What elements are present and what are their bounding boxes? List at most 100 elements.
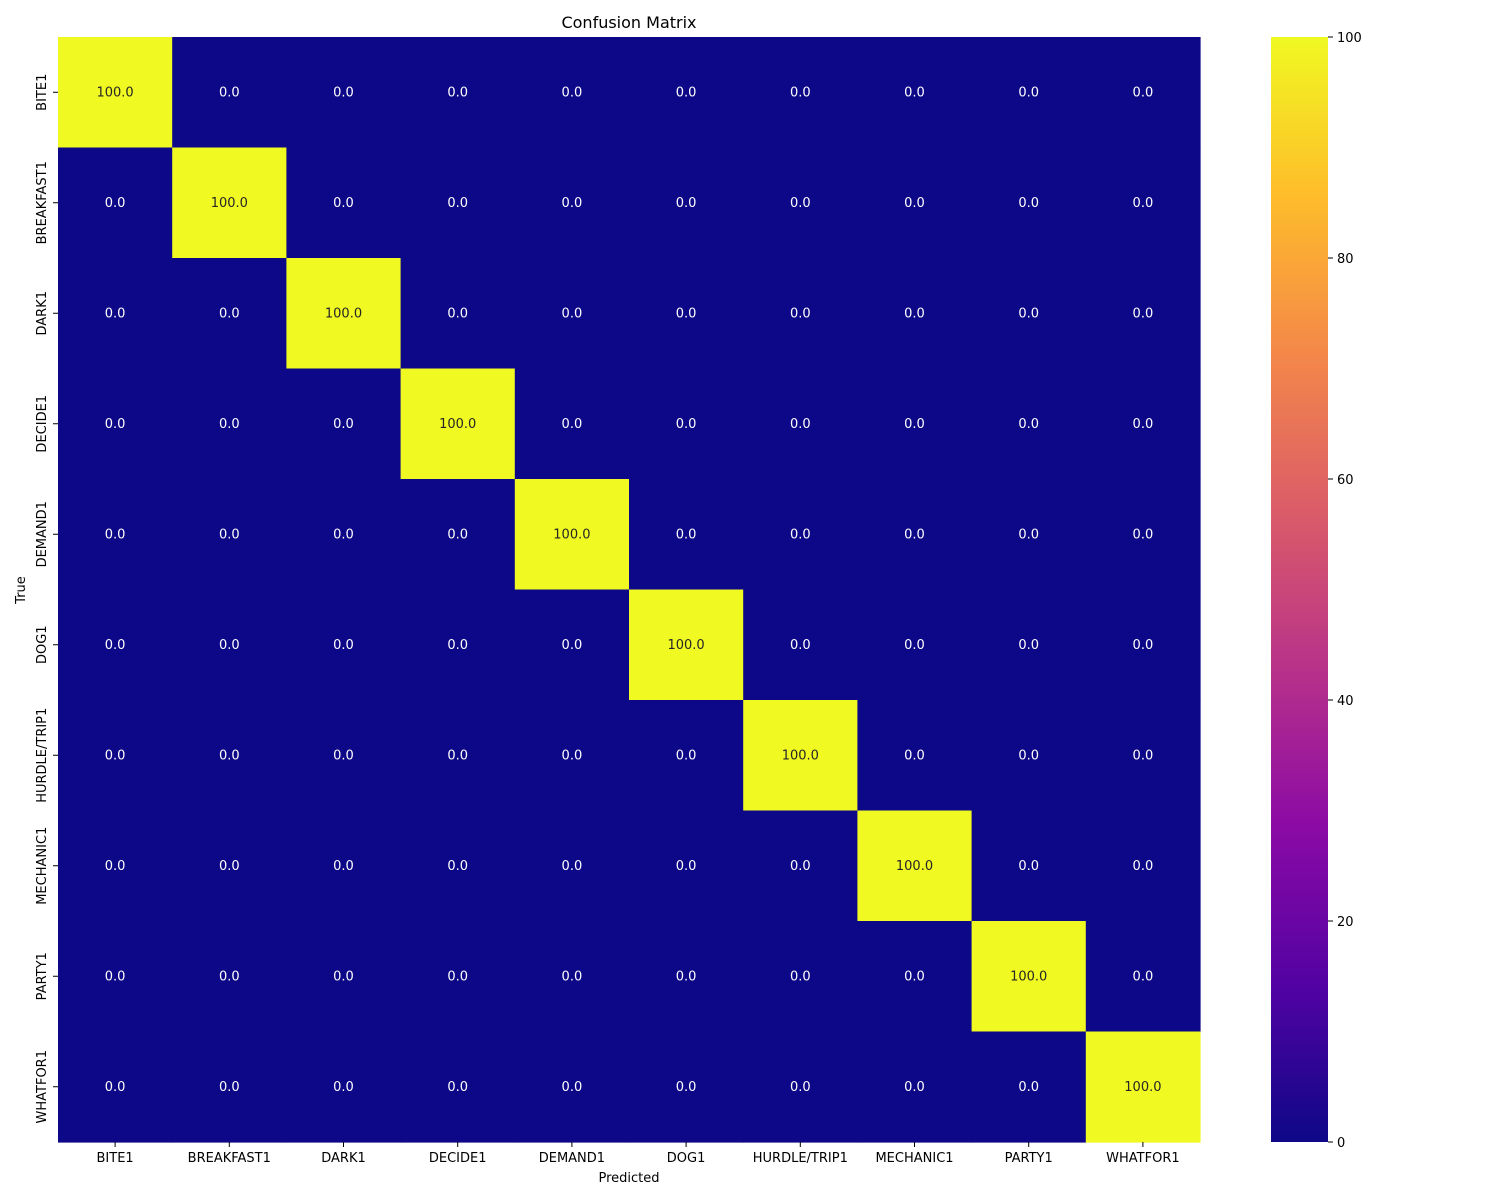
- heatmap-cell: [971, 37, 1087, 149]
- heatmap-cell: [629, 479, 744, 591]
- heatmap-cell: [857, 921, 973, 1033]
- heatmap-cell: [629, 258, 744, 370]
- cell-value-label: 0.0: [333, 85, 354, 100]
- cell-value-label: 0.0: [333, 1080, 354, 1095]
- cell-value-label: 0.0: [790, 859, 811, 874]
- cell-value-label: 0.0: [790, 638, 811, 653]
- cell-value-label: 0.0: [1133, 969, 1154, 984]
- cell-value-label: 0.0: [904, 969, 925, 984]
- cell-value-label: 0.0: [790, 1080, 811, 1095]
- colorbar-tick-label: 0: [1337, 1136, 1345, 1151]
- heatmap-cell: [286, 589, 402, 701]
- x-tick-label: DARK1: [321, 1151, 366, 1166]
- y-tick-label: BITE1: [35, 74, 50, 111]
- cell-value-label: 0.0: [1018, 306, 1039, 321]
- heatmap-cell: [286, 368, 402, 480]
- cell-value-label: 100.0: [211, 196, 248, 211]
- heatmap-cell: [971, 479, 1087, 591]
- heatmap-cell: [1085, 589, 1201, 701]
- cell-value-label: 0.0: [447, 527, 468, 542]
- cell-value-label: 0.0: [790, 527, 811, 542]
- heatmap-cell: [857, 1031, 973, 1143]
- heatmap-cell: [172, 147, 287, 259]
- heatmap-cell: [743, 37, 858, 149]
- cell-value-label: 100.0: [1124, 1080, 1161, 1095]
- heatmap-cell: [514, 810, 630, 922]
- x-tick-label: DOG1: [667, 1151, 706, 1166]
- heatmap-cell: [286, 147, 402, 259]
- cell-value-label: 100.0: [96, 85, 133, 100]
- colorbar-ticks: 0 20 40 60 80 100: [1328, 31, 1362, 1151]
- heatmap-cell: [514, 589, 630, 701]
- heatmap-cell: [286, 479, 402, 591]
- heatmap-cell: [857, 258, 973, 370]
- x-tick-label: MECHANIC1: [875, 1151, 953, 1166]
- heatmap-cell: [514, 258, 630, 370]
- heatmap-cell: [400, 147, 516, 259]
- heatmap-cell: [971, 368, 1087, 480]
- cell-value-label: 0.0: [219, 85, 240, 100]
- heatmap-cell: [629, 1031, 744, 1143]
- cell-value-label: 0.0: [790, 417, 811, 432]
- cell-value-label: 0.0: [790, 969, 811, 984]
- cell-value-label: 0.0: [219, 1080, 240, 1095]
- heatmap-cell: [971, 258, 1087, 370]
- heatmap-cell: [514, 921, 630, 1033]
- heatmap-cell: [514, 1031, 630, 1143]
- cell-value-label: 0.0: [676, 527, 697, 542]
- heatmap-cell: [286, 921, 402, 1033]
- cell-value-label: 0.0: [1133, 527, 1154, 542]
- heatmap-cell: [857, 479, 973, 591]
- y-tick-label: DEMAND1: [35, 501, 50, 567]
- cell-value-label: 0.0: [105, 527, 126, 542]
- cell-value-label: 100.0: [325, 306, 362, 321]
- y-tick-label: MECHANIC1: [35, 827, 50, 905]
- heatmap-cell: [629, 37, 744, 149]
- heatmap-cell: [629, 810, 744, 922]
- x-tick-label: WHATFOR1: [1106, 1151, 1179, 1166]
- heatmap-cell: [857, 589, 973, 701]
- cell-value-label: 0.0: [105, 748, 126, 763]
- heatmap-cell: [400, 258, 516, 370]
- cell-value-label: 0.0: [676, 196, 697, 211]
- heatmap-cell: [1085, 147, 1201, 259]
- heatmap-cell: [857, 147, 973, 259]
- cell-value-label: 0.0: [562, 748, 583, 763]
- heatmap-cell: [629, 700, 744, 812]
- heatmap-cell: [1085, 368, 1201, 480]
- cell-value-label: 0.0: [676, 1080, 697, 1095]
- cell-value-label: 100.0: [782, 748, 819, 763]
- heatmap-cell: [743, 479, 858, 591]
- heatmap-cell: [857, 810, 973, 922]
- heatmap-cell: [172, 1031, 287, 1143]
- heatmap-cell: [58, 479, 173, 591]
- cell-value-label: 100.0: [439, 417, 476, 432]
- heatmap-cell: [857, 37, 973, 149]
- cell-value-label: 0.0: [676, 859, 697, 874]
- heatmap-cell: [400, 700, 516, 812]
- heatmap-cell: [172, 589, 287, 701]
- x-tick-label: DEMAND1: [539, 1151, 605, 1166]
- heatmap-cells: [58, 37, 1201, 1143]
- heatmap-cell: [286, 1031, 402, 1143]
- cell-value-label: 0.0: [904, 1080, 925, 1095]
- heatmap-cell: [514, 479, 630, 591]
- heatmap-cell: [971, 921, 1087, 1033]
- heatmap-cell: [1085, 921, 1201, 1033]
- heatmap-cell: [400, 810, 516, 922]
- heatmap-cell: [58, 589, 173, 701]
- heatmap-cell: [743, 921, 858, 1033]
- x-tick-label: BREAKFAST1: [188, 1151, 271, 1166]
- y-tick-label: DARK1: [35, 291, 50, 336]
- cell-value-label: 0.0: [333, 638, 354, 653]
- heatmap-cell: [514, 700, 630, 812]
- cell-value-label: 0.0: [219, 306, 240, 321]
- heatmap-cell: [286, 700, 402, 812]
- cell-value-label: 0.0: [105, 417, 126, 432]
- heatmap-cell: [743, 258, 858, 370]
- cell-value-label: 0.0: [1133, 748, 1154, 763]
- heatmap-cell: [58, 368, 173, 480]
- heatmap-cell: [400, 37, 516, 149]
- cell-value-label: 100.0: [1010, 969, 1047, 984]
